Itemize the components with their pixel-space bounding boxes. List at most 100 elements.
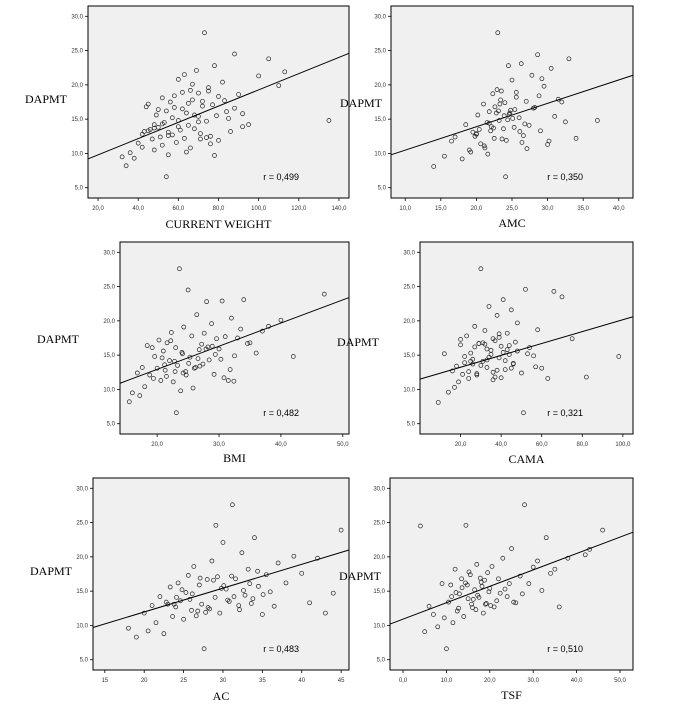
data-point (556, 604, 562, 610)
data-point (441, 615, 447, 621)
y-axis-label: DAPMT (25, 92, 68, 106)
data-point (465, 596, 471, 602)
data-point (180, 90, 185, 95)
data-point (182, 72, 187, 77)
data-point (482, 328, 488, 333)
data-point (169, 115, 175, 121)
data-point (573, 135, 579, 141)
data-point (181, 324, 187, 330)
x-tick-label: 40,0 (275, 442, 287, 448)
data-point (173, 345, 179, 350)
data-point (486, 109, 492, 114)
data-point (153, 620, 159, 626)
data-point (538, 128, 543, 134)
data-point (435, 400, 441, 405)
data-point (131, 155, 137, 161)
data-point (183, 369, 188, 374)
data-point (482, 341, 488, 347)
data-point (173, 140, 179, 145)
data-point (271, 603, 277, 609)
data-point (460, 371, 465, 377)
data-point (175, 124, 181, 130)
data-point (206, 357, 212, 363)
data-point (463, 122, 469, 127)
data-point (253, 350, 259, 356)
data-point (240, 124, 245, 130)
data-point (449, 138, 454, 144)
data-point (502, 586, 508, 592)
data-point (470, 597, 476, 602)
data-point (171, 105, 177, 110)
data-point (198, 136, 203, 142)
data-point (552, 114, 558, 119)
data-point (151, 147, 157, 153)
data-point (496, 108, 501, 114)
data-point (142, 384, 148, 390)
data-point (168, 338, 174, 344)
data-point (187, 597, 193, 602)
correlation-label: r = 0,499 (263, 172, 299, 182)
data-point (233, 576, 238, 582)
data-point (506, 343, 512, 348)
data-point (535, 558, 540, 564)
y-tick-label: 10,0 (373, 623, 385, 629)
data-point (201, 330, 207, 336)
regression-line (87, 52, 350, 160)
data-point (187, 354, 193, 360)
data-point (323, 610, 328, 616)
x-tick-label: 25 (180, 678, 187, 684)
data-point (145, 128, 151, 134)
data-point (509, 546, 514, 551)
y-tick-label: 20,0 (373, 555, 385, 561)
data-point (505, 117, 511, 123)
data-point (155, 107, 161, 112)
data-point (498, 88, 504, 94)
data-point (209, 558, 215, 564)
y-tick-label: 5,0 (107, 422, 116, 428)
data-point (508, 307, 514, 313)
y-tick-label: 15,0 (373, 589, 385, 595)
data-point (206, 88, 211, 94)
data-point (216, 138, 221, 143)
x-tick-label: 80,0 (576, 442, 588, 448)
x-tick-label: 80,0 (213, 206, 225, 212)
data-point (248, 601, 254, 606)
data-point (498, 343, 504, 349)
data-point (173, 410, 179, 416)
data-point (472, 133, 478, 139)
data-point (500, 297, 506, 302)
data-point (127, 150, 133, 156)
data-point (506, 63, 511, 69)
data-point (431, 612, 436, 617)
data-point (240, 111, 245, 117)
y-tick-label: 5,0 (377, 658, 386, 664)
data-point (462, 360, 467, 366)
data-point (178, 388, 184, 394)
data-point (178, 127, 183, 133)
data-point (278, 317, 284, 323)
data-point (266, 56, 272, 62)
y-tick-label: 20,0 (403, 319, 415, 325)
data-point (468, 350, 474, 356)
data-point (195, 356, 201, 361)
data-point (189, 591, 195, 597)
data-point (426, 603, 432, 609)
regression-line (389, 531, 634, 625)
data-point (512, 107, 518, 112)
x-axis-label: BMI (223, 451, 246, 465)
data-point (208, 141, 213, 147)
data-point (478, 141, 484, 147)
data-point (228, 129, 233, 134)
data-point (232, 105, 237, 111)
data-point (492, 338, 498, 344)
x-tick-label: 20,0 (455, 442, 467, 448)
data-point (170, 379, 176, 385)
x-tick-label: 20,0 (484, 678, 496, 684)
data-point (521, 410, 526, 416)
data-point (200, 98, 205, 104)
correlation-label: r = 0,321 (547, 408, 583, 418)
x-tick-label: 40,0 (495, 442, 507, 448)
data-point (518, 61, 524, 66)
data-point (167, 99, 173, 105)
